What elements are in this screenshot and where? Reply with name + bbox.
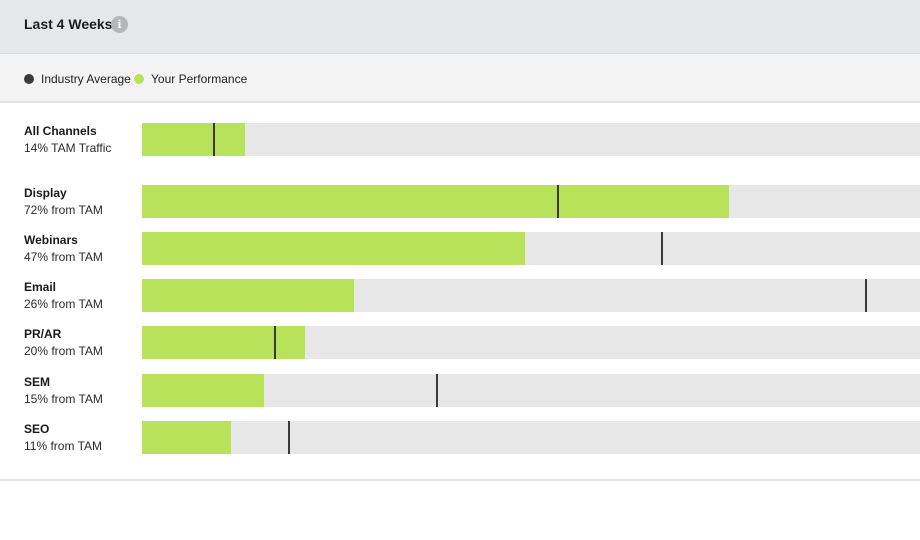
performance-bar-email: [142, 279, 354, 312]
performance-bar-sem: [142, 374, 264, 407]
row-label-webinars: Webinars 47% from TAM: [24, 233, 103, 265]
category-sublabel: 20% from TAM: [24, 344, 103, 358]
category-label: SEO: [24, 422, 50, 436]
category-label: PR/AR: [24, 327, 62, 341]
category-sublabel: 11% from TAM: [24, 439, 103, 453]
category-sublabel: 26% from TAM: [24, 297, 103, 311]
header: Last 4 Weeks i: [0, 0, 920, 54]
industry-average-marker-webinars: [661, 232, 663, 265]
category-label: Webinars: [24, 233, 78, 247]
category-sublabel: 14% TAM Traffic: [24, 141, 112, 155]
row-label-all-channels: All Channels 14% TAM Traffic: [24, 124, 111, 156]
page-title: Last 4 Weeks: [24, 16, 113, 32]
legend-dot-icon: [24, 73, 34, 84]
row-label-seo: SEO 11% from TAM: [24, 422, 102, 454]
industry-average-marker-pr-ar: [274, 326, 276, 359]
bar-track-all-channels: [142, 123, 920, 156]
legend-item-your-performance: Your Performance: [134, 54, 247, 103]
legend: Industry Average Your Performance: [0, 54, 920, 103]
industry-average-marker-all-channels: [213, 123, 215, 156]
bar-track-seo: [142, 421, 920, 454]
legend-label: Your Performance: [151, 71, 248, 86]
performance-bar-all-channels: [142, 123, 245, 156]
bar-track-pr-ar: [142, 326, 920, 359]
performance-bar-pr-ar: [142, 326, 305, 359]
legend-label: Industry Average: [41, 71, 131, 86]
row-label-display: Display 72% from TAM: [24, 186, 103, 218]
performance-bar-webinars: [142, 232, 525, 265]
performance-bar-seo: [142, 421, 231, 454]
bar-track-sem: [142, 374, 920, 407]
bar-track-email: [142, 279, 920, 312]
category-sublabel: 72% from TAM: [24, 203, 103, 217]
legend-item-industry-average: Industry Average: [24, 54, 131, 103]
info-icon[interactable]: i: [111, 16, 128, 33]
bar-track-webinars: [142, 232, 920, 265]
divider: [0, 479, 920, 481]
category-label: Display: [24, 186, 67, 200]
bar-track-display: [142, 185, 920, 218]
performance-bar-display: [142, 185, 729, 218]
category-label: SEM: [24, 375, 51, 389]
category-label: Email: [24, 280, 57, 294]
industry-average-marker-sem: [436, 374, 438, 407]
legend-dot-icon: [134, 73, 144, 84]
category-sublabel: 15% from TAM: [24, 392, 103, 406]
category-sublabel: 47% from TAM: [24, 250, 103, 264]
row-label-email: Email 26% from TAM: [24, 280, 103, 312]
industry-average-marker-email: [865, 279, 867, 312]
industry-average-marker-display: [557, 185, 559, 218]
row-label-pr-ar: PR/AR 20% from TAM: [24, 327, 103, 359]
category-label: All Channels: [24, 124, 97, 138]
row-label-sem: SEM 15% from TAM: [24, 375, 103, 407]
industry-average-marker-seo: [288, 421, 290, 454]
